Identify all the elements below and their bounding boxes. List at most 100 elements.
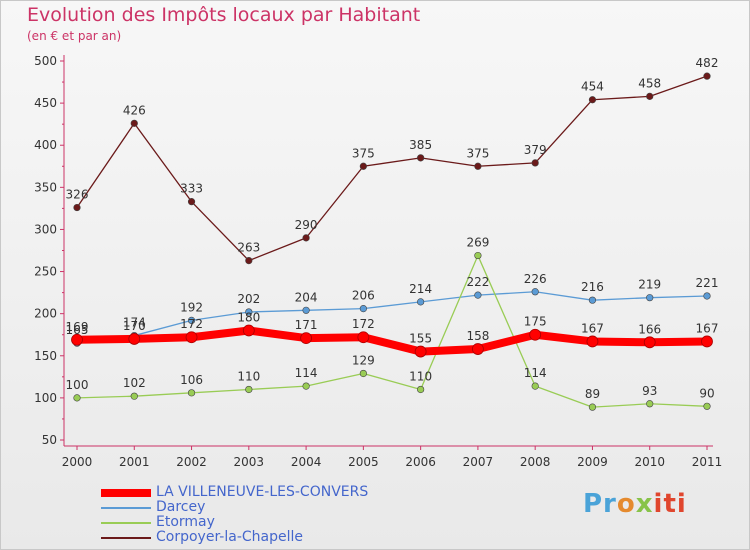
data-point <box>128 333 141 345</box>
data-label: 106 <box>180 373 203 387</box>
proxiti-logo: Proxiti <box>583 489 687 519</box>
series-line <box>76 291 708 344</box>
x-tick-label: 2005 <box>348 455 379 469</box>
data-label: 375 <box>352 146 375 160</box>
data-point <box>646 294 654 302</box>
series-line <box>73 326 711 356</box>
data-point <box>245 257 253 265</box>
y-tick-label: 100 <box>34 391 57 405</box>
data-point <box>73 203 81 212</box>
data-point <box>187 389 196 397</box>
y-tick-label: 250 <box>34 265 57 279</box>
data-label: 204 <box>295 290 318 304</box>
data-label: 214 <box>409 282 432 296</box>
data-point <box>130 392 138 400</box>
data-label: 290 <box>295 218 318 232</box>
data-point <box>474 291 482 299</box>
data-point <box>302 234 310 242</box>
data-point <box>586 335 599 348</box>
y-tick-label: 500 <box>34 54 57 68</box>
data-label: 172 <box>352 317 375 331</box>
data-label: 269 <box>466 236 489 250</box>
x-tick-label: 2002 <box>176 455 207 469</box>
x-tick-label: 2011 <box>692 455 723 469</box>
data-point <box>588 403 597 411</box>
series-la-villeneuve-les-convers <box>71 324 713 358</box>
data-point <box>643 336 656 349</box>
data-label: 326 <box>66 188 89 202</box>
data-point <box>588 296 597 304</box>
data-point <box>357 331 370 344</box>
data-label: 192 <box>180 300 203 314</box>
legend-label: Etormay <box>156 514 215 530</box>
data-point <box>302 306 310 314</box>
data-label: 114 <box>524 366 547 380</box>
data-point <box>187 316 196 325</box>
legend-swatch <box>101 522 151 524</box>
data-label: 454 <box>581 80 604 94</box>
logo-part: iti <box>653 489 687 519</box>
legend-label: LA VILLENEUVE-LES-CONVERS <box>156 484 369 500</box>
logo-part: o <box>616 489 636 519</box>
data-point <box>300 332 312 344</box>
data-label: 169 <box>66 320 89 334</box>
data-label: 114 <box>295 366 318 380</box>
data-label: 333 <box>180 182 203 196</box>
data-label: 110 <box>409 369 432 383</box>
data-label: 263 <box>237 241 260 255</box>
data-point <box>474 162 482 170</box>
x-tick-label: 2007 <box>463 455 494 469</box>
data-point <box>703 292 711 300</box>
x-tick-label: 2006 <box>405 455 436 469</box>
data-point <box>359 162 367 170</box>
data-point <box>302 382 310 390</box>
data-point <box>73 394 81 402</box>
x-tick-label: 2004 <box>291 455 322 469</box>
y-tick-label: 400 <box>34 138 57 152</box>
data-label: 102 <box>123 376 146 390</box>
data-label: 155 <box>409 332 432 346</box>
data-label: 93 <box>642 384 657 398</box>
data-label: 129 <box>352 353 375 367</box>
logo-part: x <box>635 489 654 519</box>
data-point <box>703 72 711 80</box>
data-point <box>529 328 542 341</box>
data-label: 175 <box>524 315 547 329</box>
data-label: 206 <box>352 289 375 303</box>
data-label: 221 <box>696 276 719 290</box>
data-label: 100 <box>66 378 89 392</box>
data-point <box>472 343 484 355</box>
x-tick-label: 2001 <box>119 455 150 469</box>
legend: LA VILLENEUVE-LES-CONVERS Darcey Etormay Co… <box>101 484 441 545</box>
data-label: 158 <box>466 329 489 343</box>
data-point <box>359 305 367 313</box>
data-point <box>646 92 654 100</box>
data-point <box>531 288 539 296</box>
data-label: 110 <box>237 369 260 383</box>
data-point <box>245 308 253 316</box>
x-tick-label: 2010 <box>634 455 665 469</box>
data-label: 166 <box>638 322 661 336</box>
legend-item: Darcey <box>101 499 441 515</box>
data-point <box>417 385 425 394</box>
chart-subtitle: (en € et par an) <box>27 29 122 43</box>
series-corpoyer-la-chapelle <box>73 72 711 265</box>
y-tick-label: 300 <box>34 222 57 236</box>
x-tick-label: 2009 <box>577 455 608 469</box>
legend-item: Etormay <box>101 514 441 530</box>
data-label: 458 <box>638 76 661 90</box>
data-point <box>242 324 255 337</box>
series-etormay <box>73 251 711 411</box>
legend-item: Corpoyer-la-Chapelle <box>101 529 441 545</box>
legend-swatch <box>101 537 151 539</box>
data-point <box>646 400 654 408</box>
data-point <box>417 154 425 162</box>
y-tick-label: 50 <box>42 433 57 447</box>
data-point <box>701 335 713 348</box>
data-point <box>130 119 138 127</box>
data-point <box>531 382 539 390</box>
series-line <box>76 254 708 408</box>
data-point <box>588 96 597 104</box>
